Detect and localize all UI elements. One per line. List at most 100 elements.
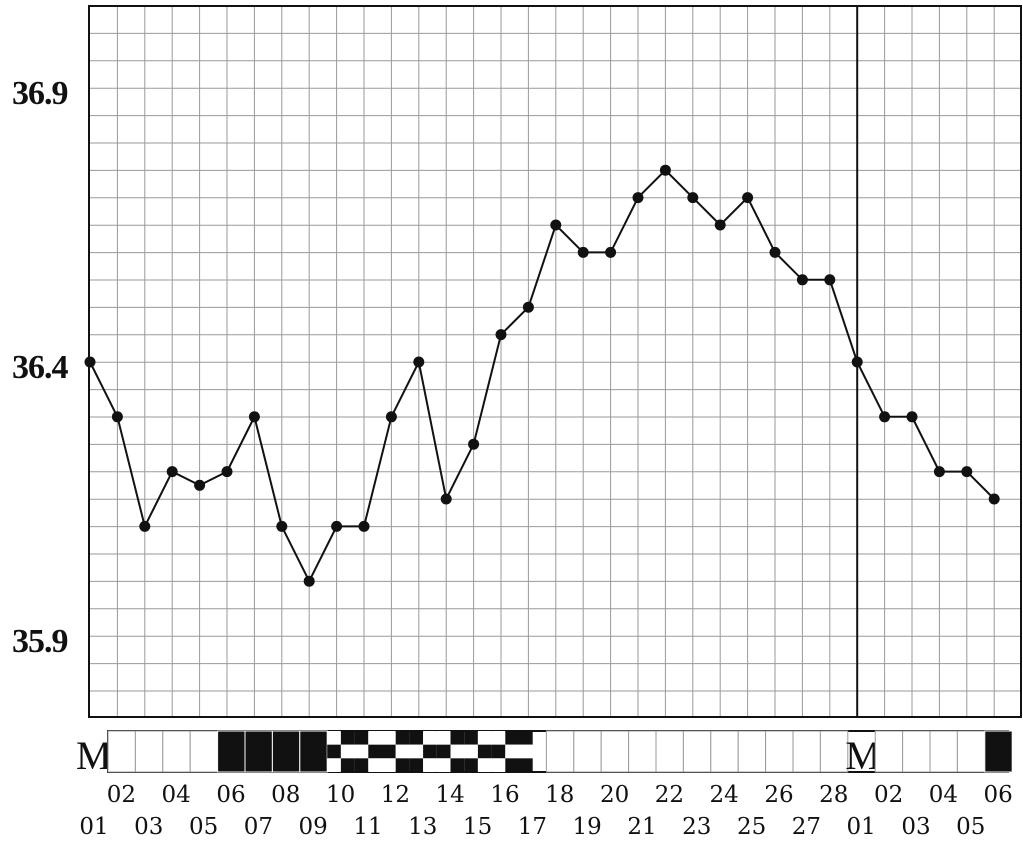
x-tick-label: 13 xyxy=(408,814,437,840)
strip-cell-empty xyxy=(819,730,849,773)
strip-cell-check xyxy=(436,744,451,759)
strip-cell-check xyxy=(327,758,341,772)
data-point xyxy=(659,164,671,176)
strip-cell-solid xyxy=(984,730,1013,773)
data-point xyxy=(194,479,206,491)
strip-cell-check xyxy=(382,744,396,759)
x-tick-label: 06 xyxy=(984,782,1013,808)
strip-cell-check xyxy=(409,758,424,772)
strip-cell-check xyxy=(395,731,410,745)
strip-cell-check xyxy=(423,758,437,772)
strip-cell-check xyxy=(436,758,451,772)
data-point xyxy=(769,246,781,258)
data-point xyxy=(331,520,343,532)
data-point xyxy=(248,411,260,423)
x-tick-label: 28 xyxy=(819,782,848,808)
x-tick-label: 12 xyxy=(381,782,410,808)
x-tick-label: 25 xyxy=(737,814,766,840)
data-point xyxy=(961,466,973,478)
x-tick-label: 24 xyxy=(710,782,739,808)
x-tick-label: 08 xyxy=(271,782,300,808)
strip-cell-check xyxy=(327,731,341,745)
x-tick-label: 01 xyxy=(847,814,876,840)
strip-cell-check xyxy=(519,758,533,772)
strip-cell-empty xyxy=(956,730,986,773)
strip-cell-empty xyxy=(792,730,821,773)
strip-cell-check xyxy=(327,744,341,759)
x-tick-label: 14 xyxy=(436,782,465,808)
strip-cell-empty xyxy=(573,730,602,773)
y-tick-label: 36.4 xyxy=(12,349,69,386)
strip-cell-check xyxy=(395,758,410,772)
x-tick-label: 02 xyxy=(874,782,903,808)
strip-cell-check xyxy=(423,731,437,745)
strip-cell-empty xyxy=(765,730,794,773)
data-point xyxy=(111,411,123,423)
series-line xyxy=(89,168,995,584)
data-point xyxy=(988,493,1000,505)
data-point xyxy=(632,192,644,204)
x-tick-label: 04 xyxy=(162,782,191,808)
data-point xyxy=(742,192,754,204)
strip-cell-check xyxy=(464,731,478,745)
data-point xyxy=(303,575,315,587)
data-point xyxy=(221,466,233,478)
strip-cell-check xyxy=(519,744,533,759)
x-tick-label: 27 xyxy=(792,814,821,840)
plot-frame xyxy=(88,5,1022,718)
data-point xyxy=(577,246,589,258)
strip-cell-empty xyxy=(737,730,767,773)
data-point xyxy=(824,274,836,286)
strip-cell-solid xyxy=(299,730,328,773)
data-point xyxy=(687,192,699,204)
strip-cell-check xyxy=(340,758,355,772)
data-point xyxy=(276,520,288,532)
strip-cell-check xyxy=(382,758,396,772)
strip-cell-check xyxy=(354,731,369,745)
data-point xyxy=(139,520,151,532)
strip-cell-empty xyxy=(545,730,575,773)
strip-cell-check xyxy=(340,744,355,759)
strip-cell-check xyxy=(519,731,533,745)
x-tick-label: 17 xyxy=(518,814,547,840)
plot-grid xyxy=(89,6,1021,717)
strip-cell-check xyxy=(395,744,410,759)
x-tick-label: 11 xyxy=(353,814,382,840)
data-point xyxy=(413,356,425,368)
strip-cell-empty xyxy=(162,730,191,773)
strip-cell-check xyxy=(423,744,437,759)
strip-cell-check xyxy=(505,744,519,759)
strip-cell-check xyxy=(368,758,382,772)
data-point xyxy=(522,301,534,313)
x-axis-day-labels: 01 02 03 04 05 06 07 08 09 10 11 12 13 14 15 16 17 18 19 20… xyxy=(79,782,1012,840)
x-tick-label: 26 xyxy=(764,782,793,808)
x-tick-label: 23 xyxy=(682,814,711,840)
data-point xyxy=(385,411,397,423)
data-point xyxy=(851,356,863,368)
data-point xyxy=(933,466,945,478)
strip-cell-empty xyxy=(134,730,164,773)
data-point xyxy=(550,219,562,231)
data-point xyxy=(358,520,370,532)
strip-cell-solid xyxy=(244,730,273,773)
temperature-series xyxy=(84,164,1000,587)
strip-cell-empty xyxy=(189,730,219,773)
data-point xyxy=(166,466,178,478)
x-tick-label: 05 xyxy=(189,814,218,840)
x-tick-label: 18 xyxy=(545,782,574,808)
strip-cell-check xyxy=(340,731,355,745)
x-tick-label: 20 xyxy=(600,782,629,808)
strip-cell-empty xyxy=(929,730,958,773)
x-tick-label: 01 xyxy=(79,814,108,840)
data-point xyxy=(440,493,452,505)
strip-cell-empty xyxy=(710,730,739,773)
x-tick-label: 22 xyxy=(655,782,684,808)
strip-cell-check xyxy=(382,731,396,745)
strip-cell-check xyxy=(409,731,424,745)
y-axis-labels: 36.9 36.4 35.9 xyxy=(12,75,70,660)
strip-cell-check xyxy=(368,744,382,759)
strip-cell-check xyxy=(464,758,478,772)
strip-cell-check xyxy=(491,731,506,745)
